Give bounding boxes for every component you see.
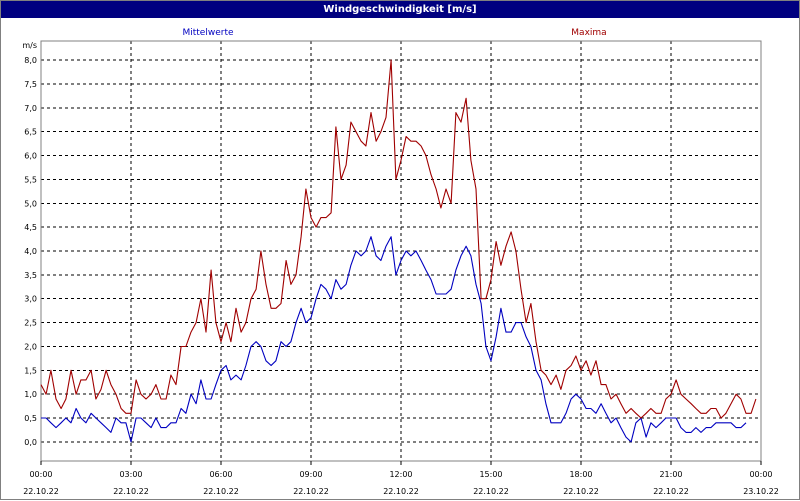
x-tick-date: 22.10.22 (203, 487, 239, 496)
grid (41, 41, 761, 461)
x-tick-time: 12:00 (389, 470, 412, 479)
chart-title: Windgeschwindigkeit [m/s] (1, 1, 799, 18)
axes (40, 40, 762, 465)
x-tick-time: 03:00 (119, 470, 142, 479)
x-tick-date: 23.10.22 (743, 487, 779, 496)
series-line-max (40, 59, 757, 419)
y-tick-label: 5,0 (24, 199, 37, 208)
x-tick-date: 22.10.22 (653, 487, 689, 496)
x-tick-time: 09:00 (299, 470, 322, 479)
y-tick-label: 0,5 (24, 414, 37, 423)
legend-mean: Mittelwerte (182, 28, 233, 38)
y-tick-label: 7,0 (24, 104, 37, 113)
y-tick-label: 8,0 (24, 56, 37, 65)
y-tick-label: 3,0 (24, 295, 37, 304)
y-tick-label: 1,5 (24, 366, 37, 375)
series-line-mean (41, 236, 747, 443)
y-axis-label: m/s (22, 41, 37, 50)
x-tick-date: 22.10.22 (473, 487, 509, 496)
y-tick-label: 4,0 (24, 247, 37, 256)
x-tick-date: 22.10.22 (563, 487, 599, 496)
y-tick-label: 6,5 (24, 128, 37, 137)
x-tick-time: 06:00 (209, 470, 232, 479)
x-tick-time: 15:00 (479, 470, 502, 479)
x-tick-time: 18:00 (569, 470, 592, 479)
x-tick-time: 00:00 (749, 470, 772, 479)
x-tick-time: 00:00 (29, 470, 52, 479)
x-tick-date: 22.10.22 (383, 487, 419, 496)
y-tick-label: 4,5 (24, 223, 37, 232)
x-tick-date: 22.10.22 (23, 487, 59, 496)
x-tick-date: 22.10.22 (293, 487, 329, 496)
y-tick-label: 2,5 (24, 319, 37, 328)
tick-labels: 0,0 0,5 1,0 1,5 2,0 2,5 3,0 3,5 4,0 4,5 5,0 5,5 6,0 6… (22, 28, 778, 496)
series (40, 59, 757, 443)
y-tick-label: 7,5 (24, 80, 37, 89)
y-tick-label: 2,0 (24, 342, 37, 351)
legend-max: Maxima (571, 28, 606, 38)
y-tick-label: 0,0 (24, 438, 37, 447)
x-tick-date: 22.10.22 (113, 487, 149, 496)
y-tick-label: 6,0 (24, 152, 37, 161)
y-tick-label: 1,0 (24, 390, 37, 399)
y-tick-label: 3,5 (24, 271, 37, 280)
x-tick-time: 21:00 (659, 470, 682, 479)
y-tick-label: 5,5 (24, 175, 37, 184)
